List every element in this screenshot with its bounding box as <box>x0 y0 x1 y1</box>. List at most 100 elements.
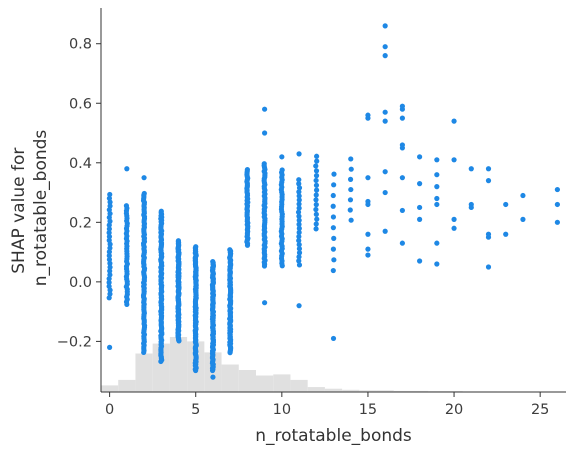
data-point <box>554 219 560 225</box>
data-point <box>313 163 319 169</box>
data-point <box>107 260 113 266</box>
data-point <box>314 216 320 222</box>
data-point <box>330 246 336 252</box>
data-point <box>330 192 336 199</box>
data-point <box>348 186 354 193</box>
data-point <box>451 216 457 222</box>
data-point <box>314 158 320 164</box>
data-point <box>365 231 371 237</box>
x-tick-label: 10 <box>273 402 291 418</box>
data-point <box>348 156 354 162</box>
data-point <box>399 106 405 112</box>
data-point <box>382 228 388 234</box>
data-point <box>262 106 268 112</box>
data-point <box>330 225 336 231</box>
data-point <box>141 190 147 197</box>
data-point <box>313 182 320 188</box>
data-point <box>314 153 320 159</box>
data-point <box>485 166 492 172</box>
data-point <box>106 230 112 236</box>
data-point <box>313 197 319 203</box>
data-point <box>107 199 113 205</box>
x-tick-label: 20 <box>445 402 463 418</box>
data-point <box>106 237 112 243</box>
data-point <box>296 254 302 260</box>
data-point <box>399 240 405 246</box>
data-point <box>123 203 130 209</box>
data-point <box>210 374 216 380</box>
histogram-bar <box>411 390 429 392</box>
data-point <box>296 177 302 183</box>
data-point <box>313 168 320 174</box>
data-point <box>331 257 337 263</box>
data-point <box>417 258 423 264</box>
data-point <box>295 209 302 215</box>
data-point <box>106 279 112 286</box>
y-tick-label: 0.6 <box>69 96 92 112</box>
data-point <box>313 202 319 208</box>
data-point <box>313 206 319 213</box>
data-point <box>313 221 319 227</box>
data-point <box>106 233 113 240</box>
data-point <box>106 249 112 255</box>
histogram-bar <box>256 375 274 392</box>
data-point <box>347 207 353 213</box>
histogram-bar <box>324 388 343 392</box>
histogram-bar <box>393 390 411 392</box>
data-point <box>330 335 337 342</box>
data-point <box>107 203 113 209</box>
y-tick-label: 0.8 <box>69 37 92 53</box>
data-point <box>330 267 336 274</box>
data-point <box>313 173 320 179</box>
axes-layer <box>100 8 566 393</box>
histogram-bar <box>290 379 308 392</box>
data-point <box>434 240 440 246</box>
data-point <box>124 166 130 172</box>
data-point <box>106 226 112 232</box>
data-point <box>296 229 302 236</box>
data-point <box>313 226 319 232</box>
data-point <box>313 177 319 184</box>
y-axis-label: SHAP value for n_rotatable_bonds <box>9 130 51 287</box>
data-point <box>244 167 250 173</box>
data-point <box>296 246 303 252</box>
data-point <box>520 192 526 199</box>
histogram-bar <box>359 390 377 392</box>
data-point <box>296 242 302 248</box>
histogram-layer <box>101 337 566 392</box>
data-point <box>296 185 303 191</box>
data-point <box>348 217 354 223</box>
data-point <box>296 189 302 195</box>
data-point <box>296 197 302 203</box>
data-point <box>399 175 405 181</box>
data-point <box>296 250 303 256</box>
data-point <box>261 161 267 167</box>
data-point <box>330 214 336 220</box>
data-point <box>313 187 320 193</box>
data-point <box>399 115 405 121</box>
data-point <box>554 201 560 208</box>
y-axis-label-line-1: SHAP value for <box>9 148 29 274</box>
data-point <box>296 193 302 199</box>
data-point <box>434 184 440 190</box>
data-point <box>296 201 302 207</box>
data-point <box>279 167 285 173</box>
data-point <box>434 172 440 178</box>
data-point <box>296 237 302 244</box>
data-point <box>296 181 302 187</box>
data-point <box>193 244 199 250</box>
data-point <box>106 195 113 201</box>
data-point <box>520 216 526 222</box>
data-point <box>503 201 509 208</box>
x-tick-label: 0 <box>105 402 114 418</box>
data-point <box>313 192 319 198</box>
data-point <box>296 258 302 264</box>
data-point <box>365 252 371 258</box>
data-point <box>417 181 423 187</box>
data-point <box>468 204 474 211</box>
histogram-bar <box>238 370 256 392</box>
data-point <box>296 262 303 268</box>
data-point <box>451 118 457 124</box>
data-point <box>382 109 388 115</box>
data-point <box>296 213 302 219</box>
